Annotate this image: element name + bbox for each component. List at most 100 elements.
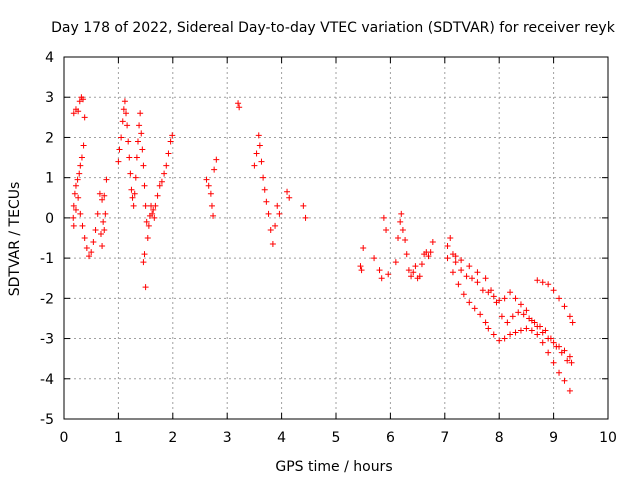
data-point	[539, 279, 546, 286]
data-point	[558, 349, 565, 356]
data-point	[383, 226, 390, 233]
data-point	[141, 251, 148, 258]
y-axis-label: SDTVAR / TECUs	[7, 182, 23, 297]
data-point	[81, 235, 88, 241]
data-point	[444, 243, 451, 250]
data-point	[253, 150, 260, 157]
grid-lines	[64, 57, 608, 419]
y-tick-label: -5	[40, 412, 54, 428]
data-point	[207, 190, 214, 197]
data-point	[235, 100, 242, 107]
data-point	[102, 210, 109, 217]
data-point	[477, 311, 484, 318]
data-point	[402, 237, 409, 244]
data-point	[132, 174, 139, 181]
data-point	[398, 210, 405, 217]
data-point	[542, 327, 549, 334]
data-point	[80, 142, 87, 149]
data-point	[133, 154, 140, 161]
data-point	[405, 267, 412, 274]
data-point	[512, 329, 519, 336]
series-sat-a	[70, 94, 110, 260]
data-point	[512, 295, 519, 302]
data-point	[210, 212, 217, 219]
data-point	[547, 335, 554, 342]
data-point	[376, 267, 383, 274]
data-point	[101, 226, 108, 233]
y-tick-label: -2	[40, 291, 54, 307]
data-point	[408, 273, 415, 280]
data-point	[70, 202, 77, 209]
data-point	[523, 307, 530, 314]
y-tick-label: 1	[45, 171, 54, 187]
data-point	[358, 267, 365, 274]
data-point	[142, 284, 149, 291]
data-point	[88, 249, 95, 256]
data-point	[161, 170, 168, 177]
y-tick-label: -3	[40, 332, 54, 348]
data-point	[452, 259, 459, 266]
data-point	[284, 188, 291, 195]
data-point	[86, 253, 93, 260]
data-point	[300, 202, 307, 209]
data-point	[523, 325, 530, 332]
x-tick-label: 10	[599, 430, 617, 446]
data-point	[119, 118, 126, 125]
x-tick-label: 5	[332, 430, 341, 446]
data-point	[141, 182, 148, 189]
data-point	[460, 291, 467, 298]
data-point	[397, 218, 404, 225]
data-point	[276, 210, 283, 217]
data-point	[556, 295, 563, 302]
data-point	[272, 222, 279, 229]
data-point	[99, 243, 106, 250]
data-point	[534, 331, 541, 338]
data-point	[116, 146, 123, 153]
data-point	[205, 182, 212, 189]
data-point	[79, 222, 86, 229]
data-point	[410, 269, 417, 276]
data-point	[539, 339, 546, 346]
data-point	[203, 176, 210, 183]
data-point	[265, 210, 272, 217]
data-point	[482, 319, 489, 326]
data-point	[550, 339, 557, 346]
data-point	[517, 301, 524, 308]
data-point	[263, 198, 270, 205]
data-point	[566, 313, 573, 320]
data-point	[357, 263, 364, 270]
data-point	[136, 122, 143, 129]
data-point	[534, 277, 541, 284]
data-point	[94, 210, 101, 217]
data-point	[121, 98, 128, 105]
series-sat-b	[115, 98, 176, 291]
data-point	[496, 337, 503, 344]
data-point	[509, 313, 516, 320]
data-point	[545, 281, 552, 288]
data-point	[458, 257, 465, 264]
data-point	[165, 150, 172, 157]
data-point	[269, 241, 276, 248]
data-markers	[70, 94, 576, 394]
data-point	[520, 311, 527, 318]
data-point	[101, 192, 108, 199]
series-sat-i	[534, 277, 576, 326]
data-point	[130, 202, 137, 209]
series-sat-g	[444, 255, 573, 394]
data-point	[566, 353, 573, 360]
data-point	[568, 359, 575, 366]
data-point	[139, 146, 146, 153]
data-point	[412, 263, 419, 270]
data-point	[545, 349, 552, 356]
data-point	[125, 138, 132, 145]
x-tick-label: 1	[114, 430, 123, 446]
data-point	[550, 359, 557, 366]
data-point	[251, 162, 258, 169]
series-sat-h	[452, 253, 575, 366]
data-point	[78, 154, 85, 161]
data-point	[531, 319, 538, 326]
data-point	[517, 327, 524, 334]
data-point	[485, 325, 492, 332]
data-point	[458, 267, 465, 274]
data-point	[127, 170, 134, 177]
